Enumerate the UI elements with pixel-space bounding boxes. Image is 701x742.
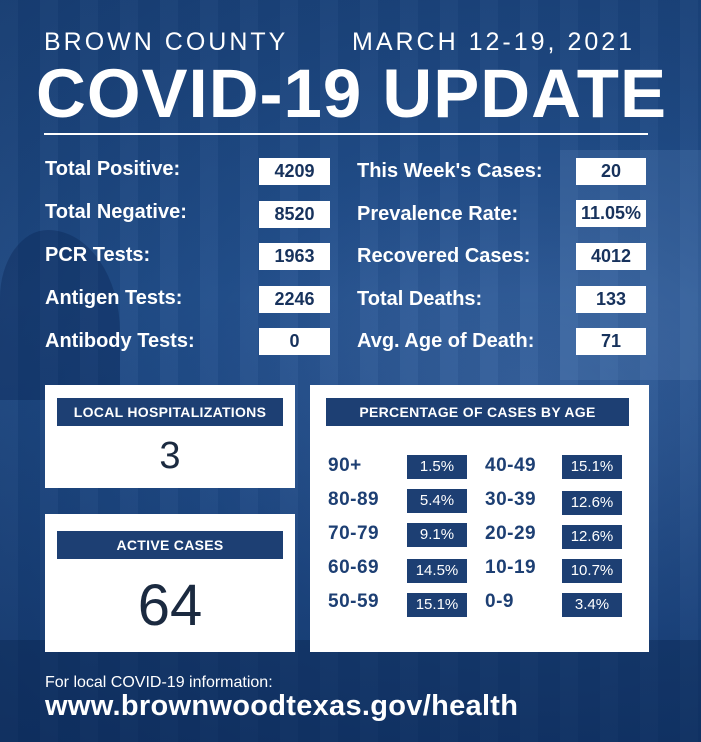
age-breakdown-title: PERCENTAGE OF CASES BY AGE bbox=[326, 398, 629, 426]
age-group-label: 50-59 bbox=[328, 591, 380, 612]
stat-label-prevalence-rate: Prevalence Rate: bbox=[357, 203, 519, 225]
stat-label-avg-age-of-death: Avg. Age of Death: bbox=[357, 330, 535, 352]
stat-label-total-negative: Total Negative: bbox=[45, 201, 187, 223]
stat-value-avg-age-of-death: 71 bbox=[576, 328, 646, 355]
age-group-percent: 12.6% bbox=[562, 525, 622, 549]
age-breakdown-panel: PERCENTAGE OF CASES BY AGE 90+ 1.5% 80-8… bbox=[310, 385, 649, 652]
age-group-label: 30-39 bbox=[485, 489, 537, 510]
age-group-percent: 12.6% bbox=[562, 491, 622, 515]
age-group-percent: 14.5% bbox=[407, 559, 467, 583]
stat-value-weekly-cases: 20 bbox=[576, 158, 646, 185]
active-cases-panel: ACTIVE CASES 64 bbox=[45, 514, 295, 652]
age-group-label: 0-9 bbox=[485, 591, 514, 612]
age-group-percent: 15.1% bbox=[562, 455, 622, 479]
footer-info-text: For local COVID-19 information: bbox=[45, 674, 273, 691]
age-group-percent: 15.1% bbox=[407, 593, 467, 617]
header-divider bbox=[44, 133, 648, 135]
footer-url-link[interactable]: www.brownwoodtexas.gov/health bbox=[45, 690, 519, 722]
page-title: COVID-19 UPDATE bbox=[36, 55, 667, 132]
age-group-percent: 5.4% bbox=[407, 489, 467, 513]
age-group-label: 10-19 bbox=[485, 557, 537, 578]
stat-value-antigen-tests: 2246 bbox=[259, 286, 330, 313]
county-heading: BROWN COUNTY bbox=[44, 28, 289, 56]
stat-label-total-deaths: Total Deaths: bbox=[357, 288, 483, 310]
stat-value-total-negative: 8520 bbox=[259, 201, 330, 228]
hospitalizations-label: LOCAL HOSPITALIZATIONS bbox=[57, 398, 283, 426]
age-group-label: 90+ bbox=[328, 455, 362, 476]
stat-label-pcr-tests: PCR Tests: bbox=[45, 244, 151, 266]
stat-value-recovered-cases: 4012 bbox=[576, 243, 646, 270]
stat-label-antigen-tests: Antigen Tests: bbox=[45, 287, 183, 309]
age-group-label: 80-89 bbox=[328, 489, 380, 510]
stat-label-weekly-cases: This Week's Cases: bbox=[357, 160, 543, 182]
age-group-percent: 1.5% bbox=[407, 455, 467, 479]
hospitalizations-panel: LOCAL HOSPITALIZATIONS 3 bbox=[45, 385, 295, 488]
age-group-percent: 10.7% bbox=[562, 559, 622, 583]
stat-value-prevalence-rate: 11.05% bbox=[576, 200, 646, 227]
stat-label-total-positive: Total Positive: bbox=[45, 158, 181, 180]
background-ground bbox=[0, 640, 701, 742]
stat-label-antibody-tests: Antibody Tests: bbox=[45, 330, 195, 352]
active-cases-value: 64 bbox=[137, 573, 203, 638]
stat-value-total-deaths: 133 bbox=[576, 286, 646, 313]
age-group-label: 60-69 bbox=[328, 557, 380, 578]
stat-value-antibody-tests: 0 bbox=[259, 328, 330, 355]
age-group-percent: 9.1% bbox=[407, 523, 467, 547]
hospitalizations-value: 3 bbox=[159, 435, 181, 477]
date-range: MARCH 12-19, 2021 bbox=[352, 28, 636, 56]
age-group-label: 70-79 bbox=[328, 523, 380, 544]
stat-value-pcr-tests: 1963 bbox=[259, 243, 330, 270]
age-group-percent: 3.4% bbox=[562, 593, 622, 617]
stat-value-total-positive: 4209 bbox=[259, 158, 330, 185]
stat-label-recovered-cases: Recovered Cases: bbox=[357, 245, 531, 267]
age-group-label: 40-49 bbox=[485, 455, 537, 476]
age-group-label: 20-29 bbox=[485, 523, 537, 544]
active-cases-label: ACTIVE CASES bbox=[57, 531, 283, 559]
